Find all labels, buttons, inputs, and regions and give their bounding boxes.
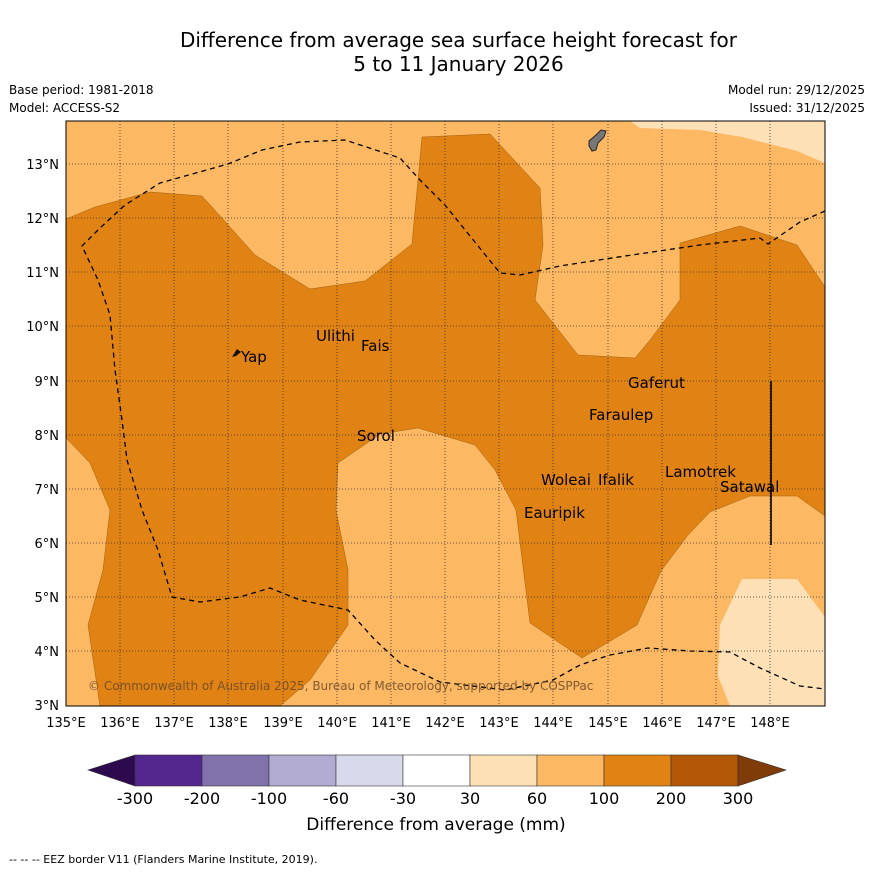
- model-name: Model: ACCESS-S2: [9, 101, 121, 115]
- colorbar-extend-high: [737, 754, 787, 787]
- colorbar-bin: [469, 754, 538, 787]
- lat-axis: 13°N 12°N 11°N 10°N 9°N 8°N 7°N 6°N 5°N …: [26, 158, 59, 714]
- lon-tick: 139°E: [263, 716, 303, 731]
- title-line-1: Difference from average sea surface heig…: [179, 28, 738, 52]
- colorbar-tick: 60: [527, 789, 547, 808]
- lon-tick: 136°E: [100, 716, 140, 731]
- lon-tick: 141°E: [371, 716, 411, 731]
- model-run: Model run: 29/12/2025: [727, 83, 865, 97]
- colorbar-tick: 200: [656, 789, 687, 808]
- lat-tick: 10°N: [26, 320, 59, 335]
- copyright-text: © Commonwealth of Australia 2025, Bureau…: [88, 679, 593, 693]
- lon-tick: 138°E: [208, 716, 248, 731]
- colorbar-bin: [335, 754, 404, 787]
- colorbar-bin: [603, 754, 672, 787]
- place-sorol: Sorol: [357, 427, 395, 445]
- colorbar-tick: -100: [251, 789, 287, 808]
- lon-tick: 143°E: [479, 716, 519, 731]
- field-30-60-north: [630, 121, 825, 163]
- colorbar-tick: -30: [390, 789, 416, 808]
- lon-tick: 148°E: [750, 716, 790, 731]
- lat-tick: 6°N: [35, 537, 60, 552]
- meta-left: Base period: 1981-2018 Model: ACCESS-S2: [9, 81, 154, 117]
- lat-tick: 3°N: [35, 699, 60, 714]
- lat-tick: 11°N: [26, 266, 59, 281]
- colorbar-bin: [536, 754, 605, 787]
- map-fields: [66, 121, 825, 706]
- meta-right: Model run: 29/12/2025 Issued: 31/12/2025: [728, 81, 865, 117]
- lat-tick: 7°N: [35, 483, 60, 498]
- colorbar-tick: 100: [589, 789, 620, 808]
- colorbar-label: Difference from average (mm): [306, 815, 565, 835]
- colorbar-bin: [402, 754, 471, 787]
- yap-island: [232, 349, 241, 357]
- lon-tick: 142°E: [425, 716, 465, 731]
- place-ifalik: Ifalik: [598, 471, 634, 489]
- lon-tick: 146°E: [642, 716, 682, 731]
- colorbar-tick: 300: [723, 789, 754, 808]
- issued-date: Issued: 31/12/2025: [749, 101, 865, 115]
- graticule: [66, 121, 825, 706]
- lat-tick: 9°N: [35, 375, 60, 390]
- place-ulithi: Ulithi: [316, 327, 355, 345]
- colorbar-tick: -60: [323, 789, 349, 808]
- eez-border: [81, 139, 825, 691]
- title-line-2: 5 to 11 January 2026: [353, 52, 564, 76]
- field-30-60-south: [718, 579, 825, 706]
- lat-tick: 8°N: [35, 429, 60, 444]
- lat-tick: 13°N: [26, 158, 59, 173]
- colorbar-tick: -300: [117, 789, 153, 808]
- place-woleai: Woleai: [541, 471, 591, 489]
- lon-axis: 135°E 136°E 137°E 138°E 139°E 140°E 141°…: [46, 716, 790, 731]
- place-fais: Fais: [361, 337, 390, 355]
- lon-tick: 147°E: [696, 716, 736, 731]
- lon-tick: 137°E: [154, 716, 194, 731]
- lon-tick: 145°E: [588, 716, 628, 731]
- place-satawal: Satawal: [720, 478, 779, 496]
- place-gaferut: Gaferut: [628, 374, 685, 392]
- colorbar-ticks: -300 -200 -100 -60 -30 30 60 100 200 300: [117, 789, 753, 808]
- colorbar-bin: [268, 754, 337, 787]
- guam-island: [588, 129, 607, 152]
- lon-tick: 144°E: [533, 716, 573, 731]
- colorbar-bin: [134, 754, 203, 787]
- lat-tick: 12°N: [26, 212, 59, 227]
- place-lamotrek: Lamotrek: [665, 463, 736, 481]
- footnote: -- -- -- EEZ border V11 (Flanders Marine…: [9, 853, 318, 866]
- place-eauripik: Eauripik: [524, 504, 585, 522]
- field-100-200: [66, 133, 825, 706]
- colorbar-extend-low: [87, 754, 136, 787]
- chart-title: Difference from average sea surface heig…: [0, 28, 873, 76]
- colorbar-tick: 30: [460, 789, 480, 808]
- base-period: Base period: 1981-2018: [9, 83, 154, 97]
- lon-tick: 140°E: [317, 716, 357, 731]
- colorbar: [87, 754, 787, 787]
- place-labels: Yap Ulithi Fais Gaferut Faraulep Sorol L…: [240, 327, 779, 522]
- lat-tick: 4°N: [35, 645, 60, 660]
- place-yap: Yap: [240, 348, 267, 366]
- place-faraulep: Faraulep: [589, 406, 653, 424]
- lat-tick: 5°N: [35, 591, 60, 606]
- colorbar-bin: [670, 754, 739, 787]
- map-frame: [65, 120, 826, 707]
- colorbar-tick: -200: [184, 789, 220, 808]
- lon-tick: 135°E: [46, 716, 86, 731]
- colorbar-bin: [201, 754, 270, 787]
